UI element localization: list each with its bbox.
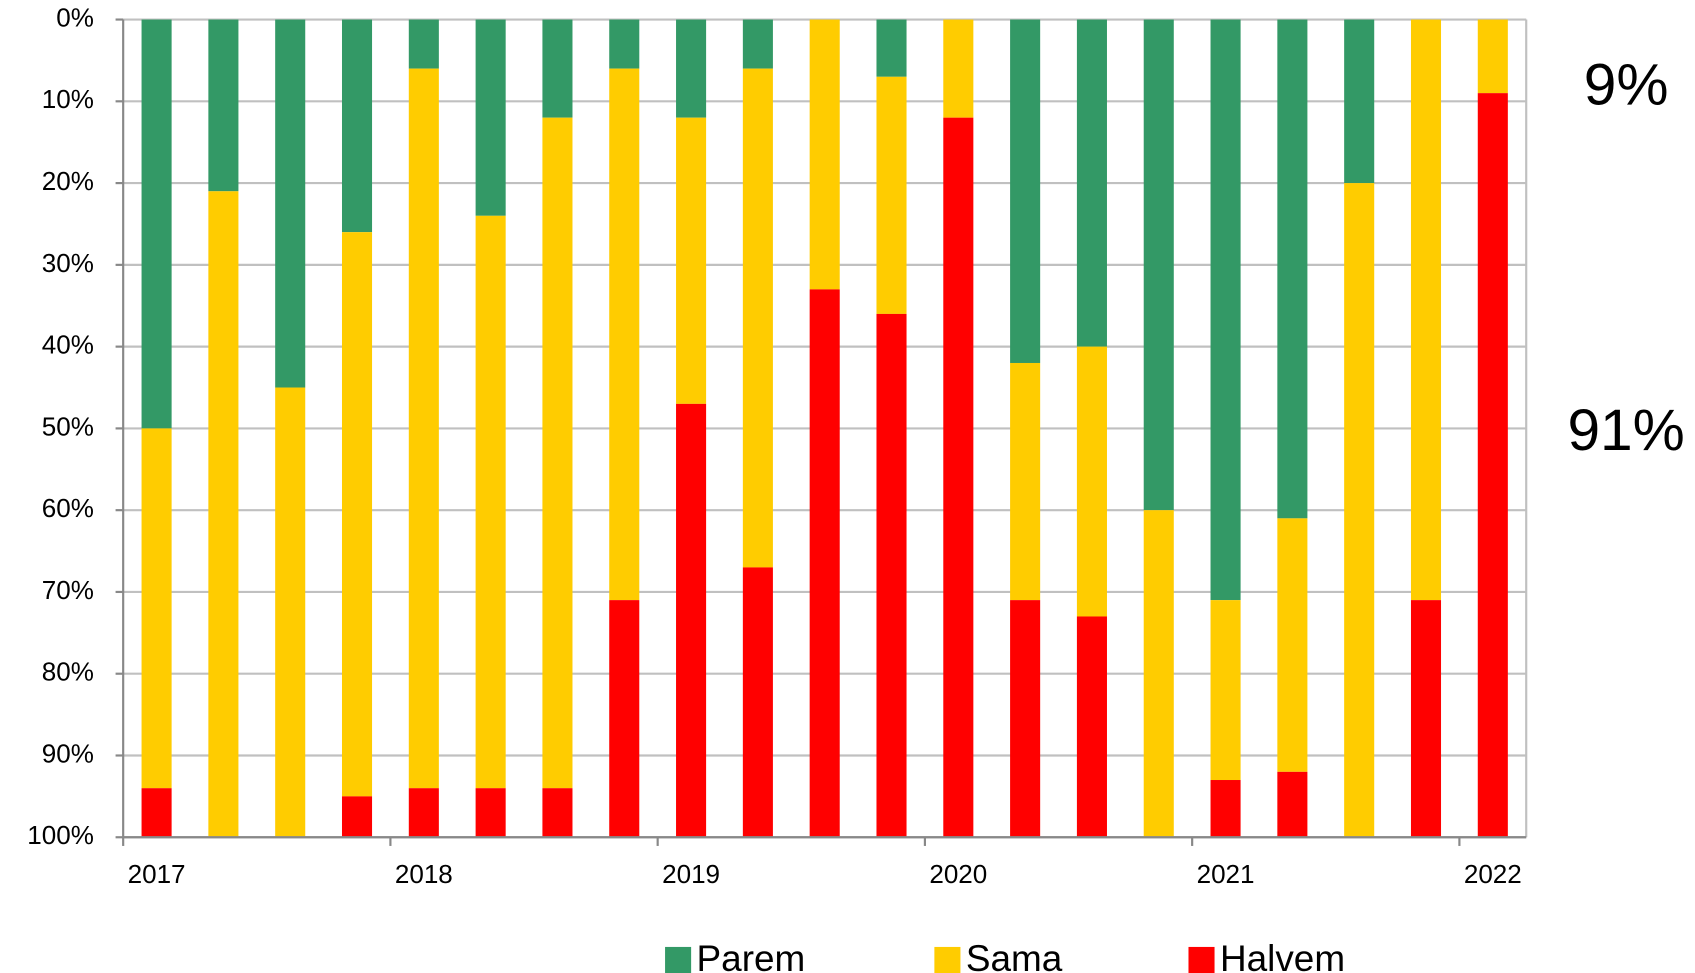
y-tick-label: 70% [42, 575, 94, 605]
bar-segment [1344, 19, 1375, 184]
annotation: 9% [1584, 53, 1669, 118]
annotation: 91% [1567, 398, 1684, 463]
bar-segment [1210, 780, 1241, 838]
y-tick-label: 40% [42, 330, 94, 360]
bar-segment [475, 215, 506, 789]
bar-segment [1143, 19, 1174, 511]
x-tick-label: 2019 [662, 859, 720, 889]
y-tick-label: 90% [42, 738, 94, 768]
bar-segment [141, 19, 172, 429]
bar-segment [141, 788, 172, 838]
bar-segment [809, 19, 840, 290]
legend-swatch [1188, 946, 1215, 973]
y-tick-label: 100% [27, 820, 94, 850]
bar-segment [676, 403, 707, 838]
bar-segment [609, 600, 640, 838]
y-tick-label: 0% [56, 2, 94, 32]
bar-segment [1477, 93, 1508, 838]
bar-segment [943, 19, 974, 118]
bar-segment [1010, 19, 1041, 363]
x-tick-label: 2018 [395, 859, 453, 889]
bar-segment [1277, 19, 1308, 519]
bar-segment [341, 232, 373, 797]
bar-segment [1143, 510, 1174, 838]
bar-segment [876, 313, 907, 838]
bar-segment [1010, 362, 1041, 601]
bar-segment [341, 19, 373, 233]
bar-segment [1210, 19, 1241, 601]
bar-segment [742, 19, 773, 69]
y-tick-label: 10% [42, 84, 94, 114]
y-tick-label: 30% [42, 248, 94, 278]
bar-segment [475, 788, 506, 838]
bar-segment [1410, 600, 1442, 838]
bar-segment [742, 68, 773, 568]
x-tick-label: 2021 [1197, 859, 1255, 889]
bar-segment [742, 567, 773, 838]
bar-segment [208, 191, 239, 838]
bar-segment [1210, 600, 1241, 781]
legend-label: Halvem [1220, 938, 1345, 973]
bar-segment [275, 387, 306, 838]
bar-segment [1277, 771, 1308, 838]
x-tick-label: 2017 [128, 859, 186, 889]
bar-segment [1277, 518, 1308, 772]
bar-segment [542, 788, 573, 838]
bar-segment [408, 68, 439, 789]
bar-segment [609, 19, 640, 69]
bar-segment [408, 19, 439, 69]
bar-segment [1076, 19, 1107, 347]
bar-segment [1076, 616, 1107, 838]
bar-segment [275, 19, 306, 388]
y-tick-label: 50% [42, 411, 94, 441]
bar-segment [609, 68, 640, 601]
bar-segment [542, 117, 573, 789]
bar-segment [876, 19, 907, 77]
bar-segment [475, 19, 506, 216]
bar-segment [1410, 19, 1442, 601]
bar-segment [876, 76, 907, 314]
y-tick-label: 60% [42, 493, 94, 523]
legend-label: Parem [697, 938, 806, 973]
x-tick-label: 2020 [929, 859, 987, 889]
bar-segment [1344, 183, 1375, 838]
legend-swatch [934, 946, 961, 973]
bar-segment [809, 289, 840, 838]
bar-segment [943, 117, 974, 838]
y-tick-label: 20% [42, 166, 94, 196]
bar-segment [141, 428, 172, 789]
bar-segment [676, 19, 707, 118]
y-tick-label: 80% [42, 657, 94, 687]
bar-segment [208, 19, 239, 192]
legend-swatch [665, 946, 692, 973]
bar-segment [542, 19, 573, 118]
bar-segment [1010, 600, 1041, 838]
legend-label: Sama [966, 938, 1063, 973]
bar-segment [676, 117, 707, 404]
bar-segment [1477, 19, 1508, 94]
bar-segment [341, 796, 373, 838]
bar-segment [408, 788, 439, 838]
bar-segment [1076, 346, 1107, 617]
x-tick-label: 2022 [1464, 859, 1522, 889]
